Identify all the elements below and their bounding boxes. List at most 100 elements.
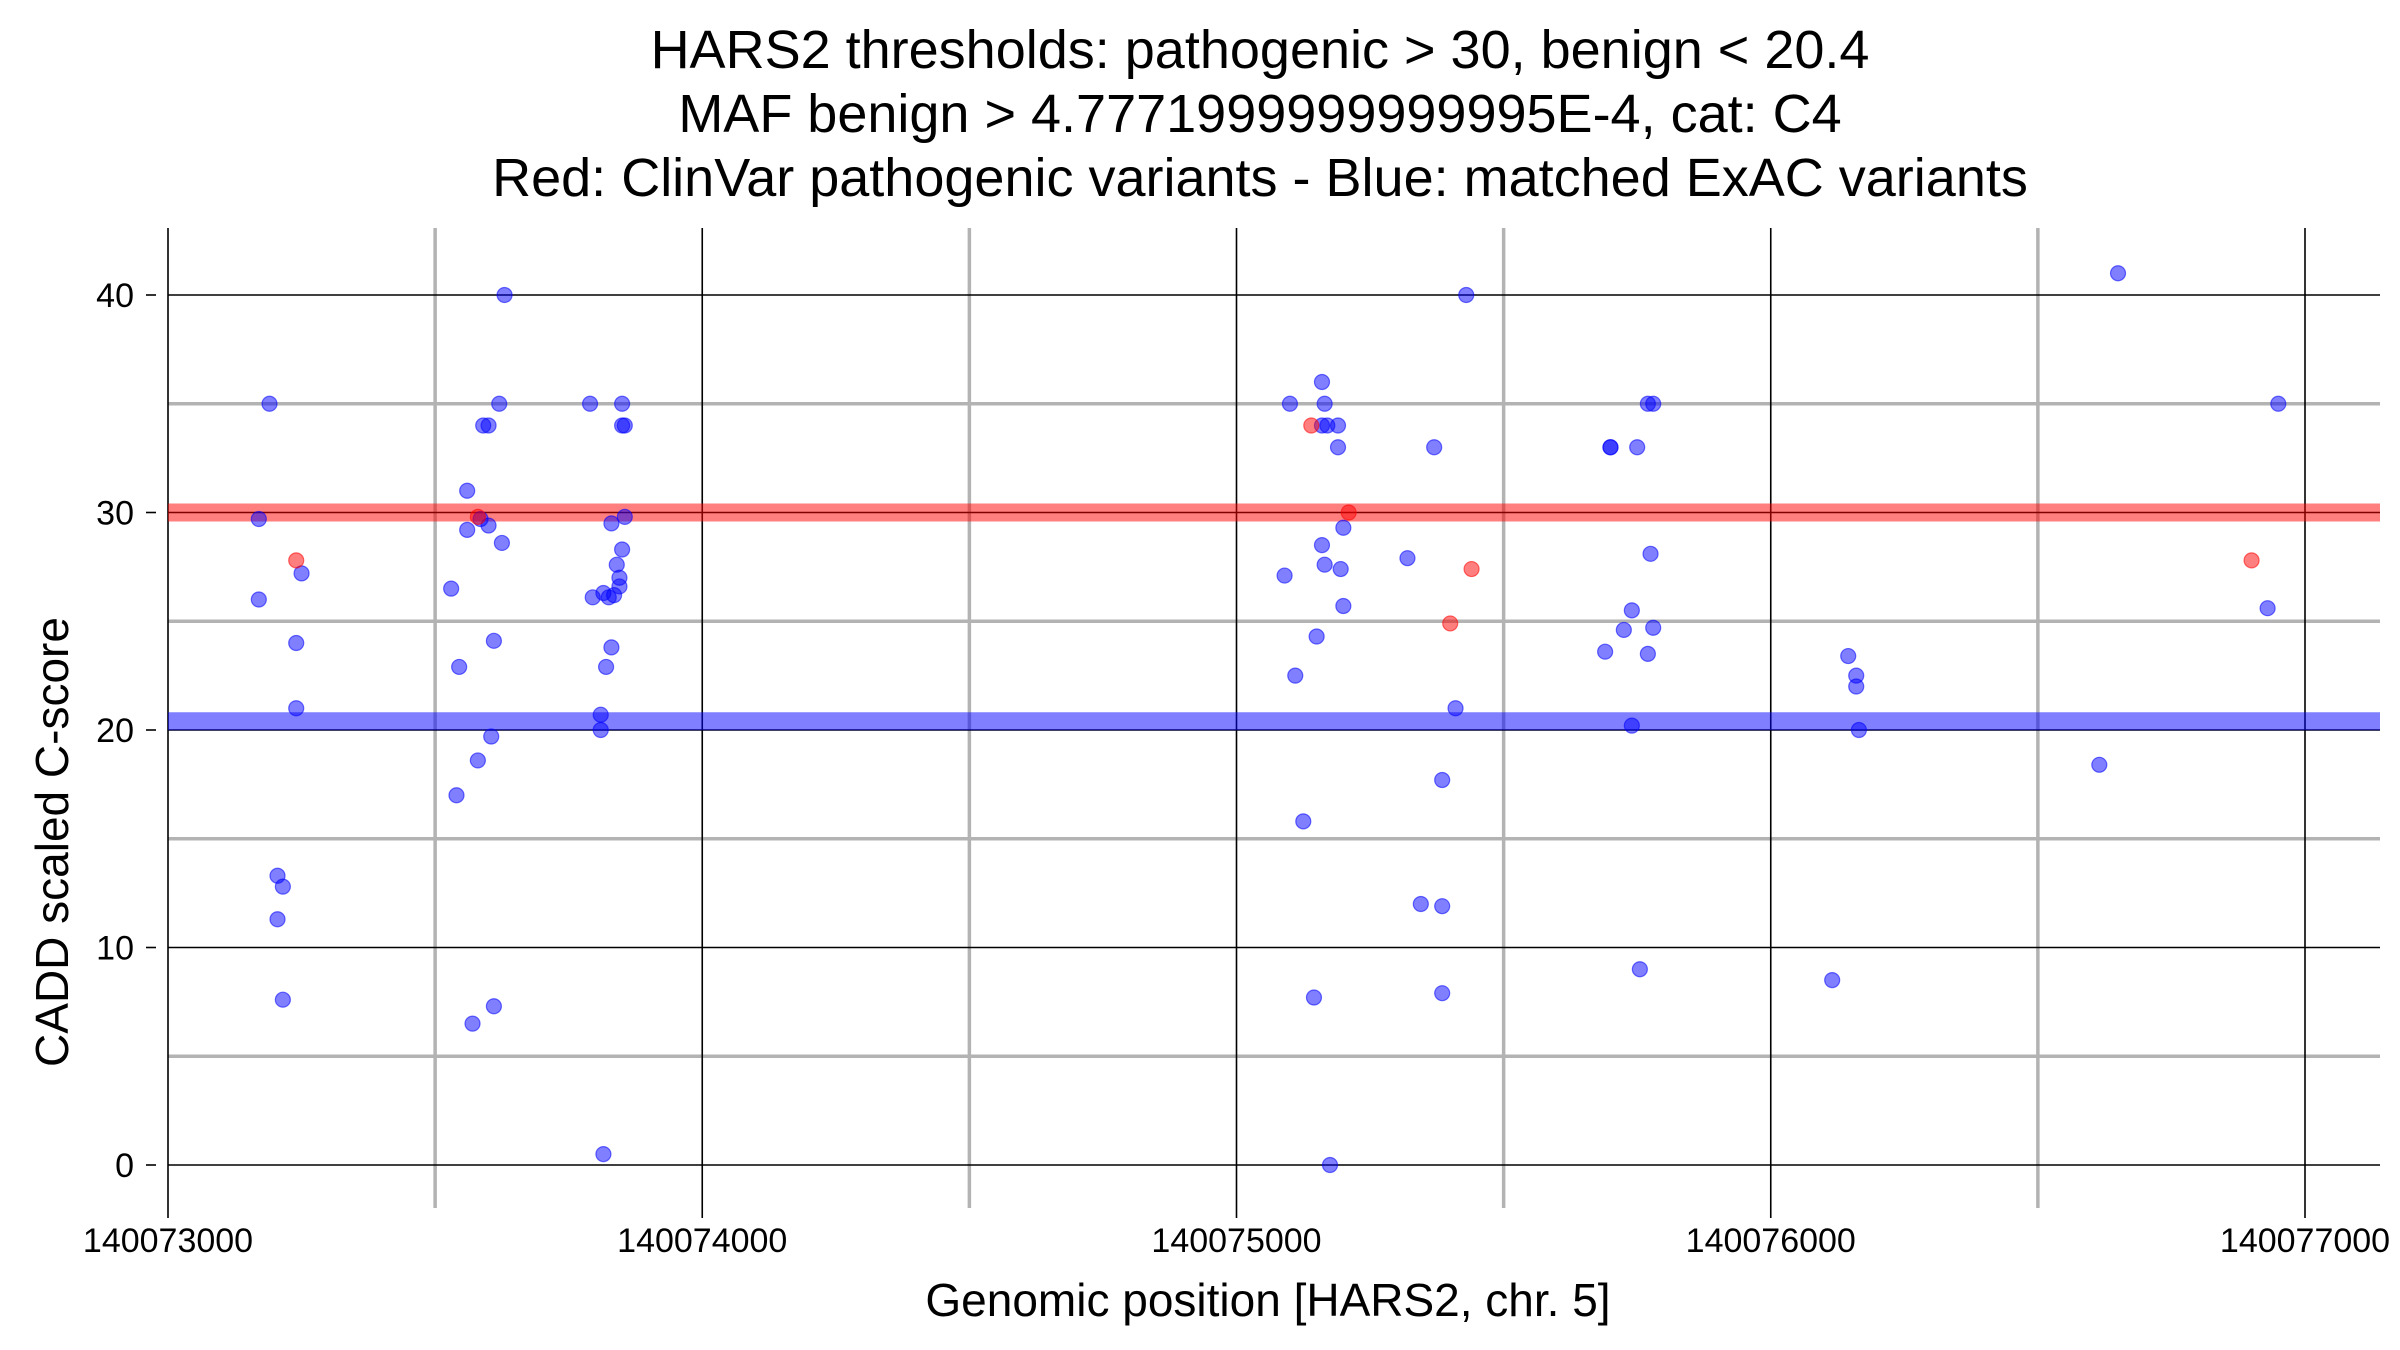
data-point bbox=[288, 552, 305, 569]
data-point bbox=[1442, 615, 1459, 632]
data-point bbox=[608, 556, 625, 573]
y-tick-label: 20 bbox=[96, 712, 134, 750]
data-point bbox=[1434, 985, 1451, 1002]
data-point bbox=[480, 417, 497, 434]
data-point bbox=[274, 991, 291, 1008]
data-point bbox=[1642, 545, 1659, 562]
data-point bbox=[485, 632, 502, 649]
chart-title-line-1: HARS2 thresholds: pathogenic > 30, benig… bbox=[651, 20, 1870, 80]
data-point bbox=[250, 510, 267, 528]
data-point bbox=[448, 787, 465, 804]
axes: 140073000 140074000 140075000 140076000 1400… bbox=[83, 277, 2390, 1260]
data-point bbox=[1623, 602, 1640, 619]
data-point bbox=[269, 911, 286, 928]
data-point bbox=[581, 395, 599, 412]
data-point bbox=[288, 700, 305, 717]
data-point bbox=[250, 591, 267, 608]
x-axis-title: Genomic position [HARS2, chr. 5] bbox=[925, 1274, 1610, 1326]
data-point bbox=[459, 482, 476, 499]
data-point bbox=[1340, 504, 1357, 521]
y-tick-label: 40 bbox=[96, 277, 134, 315]
data-point bbox=[443, 580, 460, 597]
data-point bbox=[1332, 560, 1349, 578]
data-point bbox=[1335, 519, 1352, 536]
chart-title: HARS2 thresholds: pathogenic > 30, benig… bbox=[492, 20, 2028, 208]
data-point bbox=[288, 634, 305, 652]
data-point bbox=[1824, 972, 1841, 989]
data-point bbox=[1631, 961, 1648, 978]
data-point bbox=[605, 587, 623, 604]
data-point bbox=[1316, 395, 1333, 412]
data-point bbox=[1629, 439, 1646, 456]
x-tick-label: 140076000 bbox=[1686, 1222, 1856, 1260]
data-point bbox=[1313, 537, 1331, 554]
data-point bbox=[2109, 265, 2127, 282]
y-tick-label: 0 bbox=[115, 1147, 134, 1185]
data-point bbox=[1329, 439, 1347, 456]
chart-title-line-3: Red: ClinVar pathogenic variants - Blue:… bbox=[492, 148, 2028, 208]
data-point bbox=[597, 658, 615, 676]
data-point bbox=[2243, 552, 2260, 569]
data-point bbox=[1399, 550, 1416, 567]
data-point bbox=[1840, 647, 1857, 665]
data-point bbox=[1463, 560, 1480, 578]
data-point bbox=[1335, 597, 1352, 615]
data-point bbox=[261, 395, 278, 412]
data-point bbox=[464, 1015, 481, 1032]
data-point bbox=[603, 639, 620, 656]
data-point bbox=[1295, 813, 1312, 830]
data-point bbox=[496, 286, 513, 304]
data-point bbox=[1602, 439, 1619, 456]
data-point bbox=[1447, 700, 1464, 717]
data-point bbox=[485, 998, 502, 1015]
data-point bbox=[1303, 417, 1320, 434]
data-point bbox=[274, 878, 291, 895]
data-point bbox=[1645, 619, 1662, 636]
y-axis-title: CADD scaled C-score bbox=[26, 617, 78, 1067]
data-point bbox=[1639, 645, 1656, 662]
data-point bbox=[1287, 667, 1304, 684]
data-point bbox=[1426, 439, 1443, 456]
x-tick-label: 140077000 bbox=[2220, 1222, 2390, 1260]
x-tick-label: 140073000 bbox=[83, 1222, 253, 1260]
data-point bbox=[1316, 556, 1333, 573]
data-point bbox=[2091, 756, 2108, 773]
data-point bbox=[603, 515, 620, 532]
data-point bbox=[592, 706, 609, 723]
data-point bbox=[451, 658, 468, 676]
data-point bbox=[1281, 395, 1299, 412]
threshold-lines bbox=[168, 503, 2380, 731]
data-point bbox=[592, 721, 609, 739]
data-point bbox=[1329, 417, 1347, 434]
y-tick-label: 30 bbox=[96, 495, 134, 533]
data-point bbox=[1850, 721, 1868, 739]
data-point bbox=[480, 517, 497, 534]
data-point bbox=[1623, 717, 1640, 734]
data-point bbox=[1313, 373, 1331, 391]
data-point bbox=[483, 728, 500, 745]
data-point bbox=[1597, 643, 1614, 660]
data-point bbox=[1412, 895, 1429, 913]
x-tick-label: 140074000 bbox=[617, 1222, 787, 1260]
data-point bbox=[2259, 600, 2276, 617]
data-point bbox=[1458, 286, 1475, 304]
y-tick-label: 10 bbox=[96, 930, 134, 968]
data-point bbox=[1615, 621, 1632, 639]
data-point bbox=[616, 508, 633, 525]
data-point bbox=[2270, 395, 2287, 412]
data-point bbox=[614, 541, 631, 558]
data-point bbox=[595, 1146, 612, 1163]
data-point bbox=[1434, 898, 1451, 915]
data-point bbox=[469, 752, 486, 769]
data-point bbox=[491, 395, 508, 412]
data-point bbox=[1434, 771, 1451, 789]
data-point bbox=[469, 508, 486, 525]
chart-title-line-2: MAF benign > 4.7771999999999995E-4, cat:… bbox=[678, 84, 1841, 144]
data-point bbox=[459, 521, 476, 539]
data-point bbox=[1645, 395, 1662, 412]
data-point bbox=[616, 417, 633, 434]
data-point bbox=[1276, 567, 1293, 584]
data-point bbox=[1321, 1156, 1339, 1174]
data-points bbox=[250, 265, 2287, 1174]
